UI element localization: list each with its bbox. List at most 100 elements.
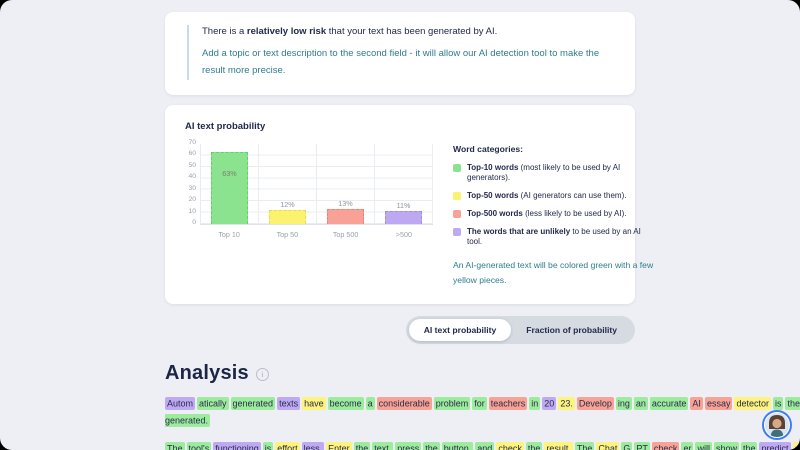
- analysis-token: The: [165, 442, 185, 450]
- analysis-token: effort: [275, 442, 300, 450]
- analysis-token: problem: [433, 397, 471, 410]
- risk-hint: Add a topic or text description to the s…: [202, 48, 600, 76]
- plot-area: 63% 12% 13% 11%: [200, 143, 433, 225]
- legend-swatch: [453, 192, 461, 201]
- chart-title: AI text probability: [185, 120, 266, 132]
- analysis-token: for: [472, 397, 487, 410]
- analysis-token: the: [785, 397, 800, 410]
- chat-widget-avatar[interactable]: [762, 410, 792, 440]
- analysis-token: an: [633, 397, 648, 410]
- tab-fraction-of-probability[interactable]: Fraction of probability: [526, 324, 617, 335]
- risk-statement-suffix: that your text has been generated by AI.: [326, 26, 498, 37]
- x-tick-label: Top 10: [218, 229, 240, 239]
- analysis-token: generated: [230, 397, 276, 410]
- bar-value-label: 63%: [222, 168, 237, 178]
- bar-Top50: 12%: [268, 200, 307, 224]
- x-tick-label: Top 50: [276, 229, 299, 239]
- analysis-token: the: [353, 442, 371, 450]
- chart-legend: Word categories: Top-10 words (most like…: [433, 144, 658, 288]
- analysis-token: 23.: [558, 397, 575, 410]
- legend-item-label: The words that are unlikely to be used b…: [467, 226, 641, 247]
- risk-summary-card: There is a relatively low risk that your…: [165, 12, 635, 95]
- analysis-token: ability: [792, 442, 800, 450]
- analysis-token: press: [395, 442, 422, 450]
- analysis-token: considerable: [376, 397, 432, 410]
- tab-ai-text-probability[interactable]: AI text probability: [408, 318, 512, 341]
- analysis-token: a: [365, 397, 375, 410]
- legend-swatch: [453, 227, 461, 236]
- analysis-token: less.: [301, 442, 325, 450]
- analysis-token: in: [529, 397, 541, 410]
- analysis-token: have: [302, 397, 326, 410]
- analysis-section: Analysis i Autom atically generated texts ha…: [165, 361, 800, 450]
- info-icon[interactable]: i: [255, 367, 269, 381]
- y-tick-label: 30: [188, 184, 196, 192]
- y-tick-label: 0: [192, 219, 196, 226]
- y-tick-label: 60: [188, 150, 196, 158]
- analysis-token: predict: [759, 442, 791, 450]
- analysis-token: show: [713, 442, 739, 450]
- analysis-token: G: [621, 442, 633, 450]
- legend-title: Word categories:: [453, 143, 524, 154]
- analysis-token: PT: [634, 442, 650, 450]
- analysis-token: is: [262, 442, 274, 450]
- analysis-token: Autom: [165, 397, 196, 410]
- legend-item-label: Top-10 words (most likely to be used by …: [467, 162, 621, 183]
- analysis-token: tool's: [186, 442, 212, 450]
- analysis-text: Autom atically generated texts have become a co…: [165, 396, 800, 450]
- x-axis-labels: Top 10 Top 50 Top 500 >500: [200, 230, 433, 239]
- legend-item: The words that are unlikely to be used b…: [453, 227, 658, 249]
- legend-item: Top-50 words (AI generators can use them…: [453, 191, 658, 202]
- analysis-paragraph: The tool's functioning is effort less. Enter th…: [165, 441, 800, 450]
- analysis-token: texts: [277, 397, 301, 410]
- analysis-title: Analysis: [165, 361, 249, 384]
- analysis-token: ing: [615, 397, 632, 410]
- bar-slot: 13%: [317, 143, 375, 224]
- analysis-token: the: [525, 442, 543, 450]
- analysis-token: teachers: [488, 397, 528, 410]
- analysis-token: the: [740, 442, 758, 450]
- analysis-token: essay: [704, 397, 733, 410]
- y-axis: 0 10 20 30 40 50 60 70: [183, 139, 200, 226]
- analysis-token: accurate: [649, 397, 689, 410]
- legend-swatch: [453, 163, 461, 172]
- risk-summary-content: There is a relatively low risk that your…: [187, 25, 615, 80]
- y-tick-label: 40: [188, 173, 196, 181]
- legend-item: Top-500 words (less likely to be used by…: [453, 209, 658, 220]
- analysis-token: functioning: [213, 442, 261, 450]
- bar-value-label: 12%: [280, 199, 295, 209]
- bar-slot: 63%: [201, 143, 259, 224]
- analysis-token: The: [574, 442, 595, 450]
- bar-Top500: 13%: [326, 199, 365, 224]
- analysis-token: Enter: [326, 442, 352, 450]
- legend-item: Top-10 words (most likely to be used by …: [453, 163, 658, 185]
- y-tick-label: 20: [188, 196, 196, 204]
- legend-note: An AI-generated text will be colored gre…: [453, 260, 654, 285]
- y-tick-label: 70: [188, 139, 196, 146]
- bar-value-label: 13%: [338, 198, 353, 208]
- x-tick-label: >500: [395, 229, 412, 239]
- bar-value-label: 11%: [396, 200, 411, 210]
- bar-slot: 12%: [259, 143, 317, 224]
- analysis-token: check: [496, 442, 524, 450]
- analysis-token: Chat: [596, 442, 620, 450]
- risk-statement-prefix: There is a: [202, 26, 247, 37]
- view-toggle: AI text probability Fraction of probabil…: [405, 315, 635, 344]
- analysis-paragraph: Autom atically generated texts have become a co…: [165, 396, 800, 430]
- analysis-token: text,: [372, 442, 394, 450]
- support-agent-photo: [765, 413, 789, 437]
- analysis-token: the: [423, 442, 440, 450]
- analysis-token: become: [327, 397, 364, 410]
- analysis-token: 20: [542, 397, 557, 410]
- legend-swatch: [453, 209, 461, 218]
- analysis-token: button,: [441, 442, 474, 450]
- analysis-token: AI: [690, 397, 703, 410]
- chart-card: AI text probability 0 10 20 30 40 50 60 70 63% 1…: [165, 104, 653, 304]
- analysis-token: will: [695, 442, 712, 450]
- analysis-token: check: [651, 442, 680, 450]
- analysis-token: is: [772, 397, 784, 410]
- bar-chart: 0 10 20 30 40 50 60 70 63% 12% 13% 11% Top 10 Top 5…: [183, 139, 433, 288]
- bar-500: 11%: [384, 201, 423, 224]
- analysis-token: atically: [197, 397, 229, 410]
